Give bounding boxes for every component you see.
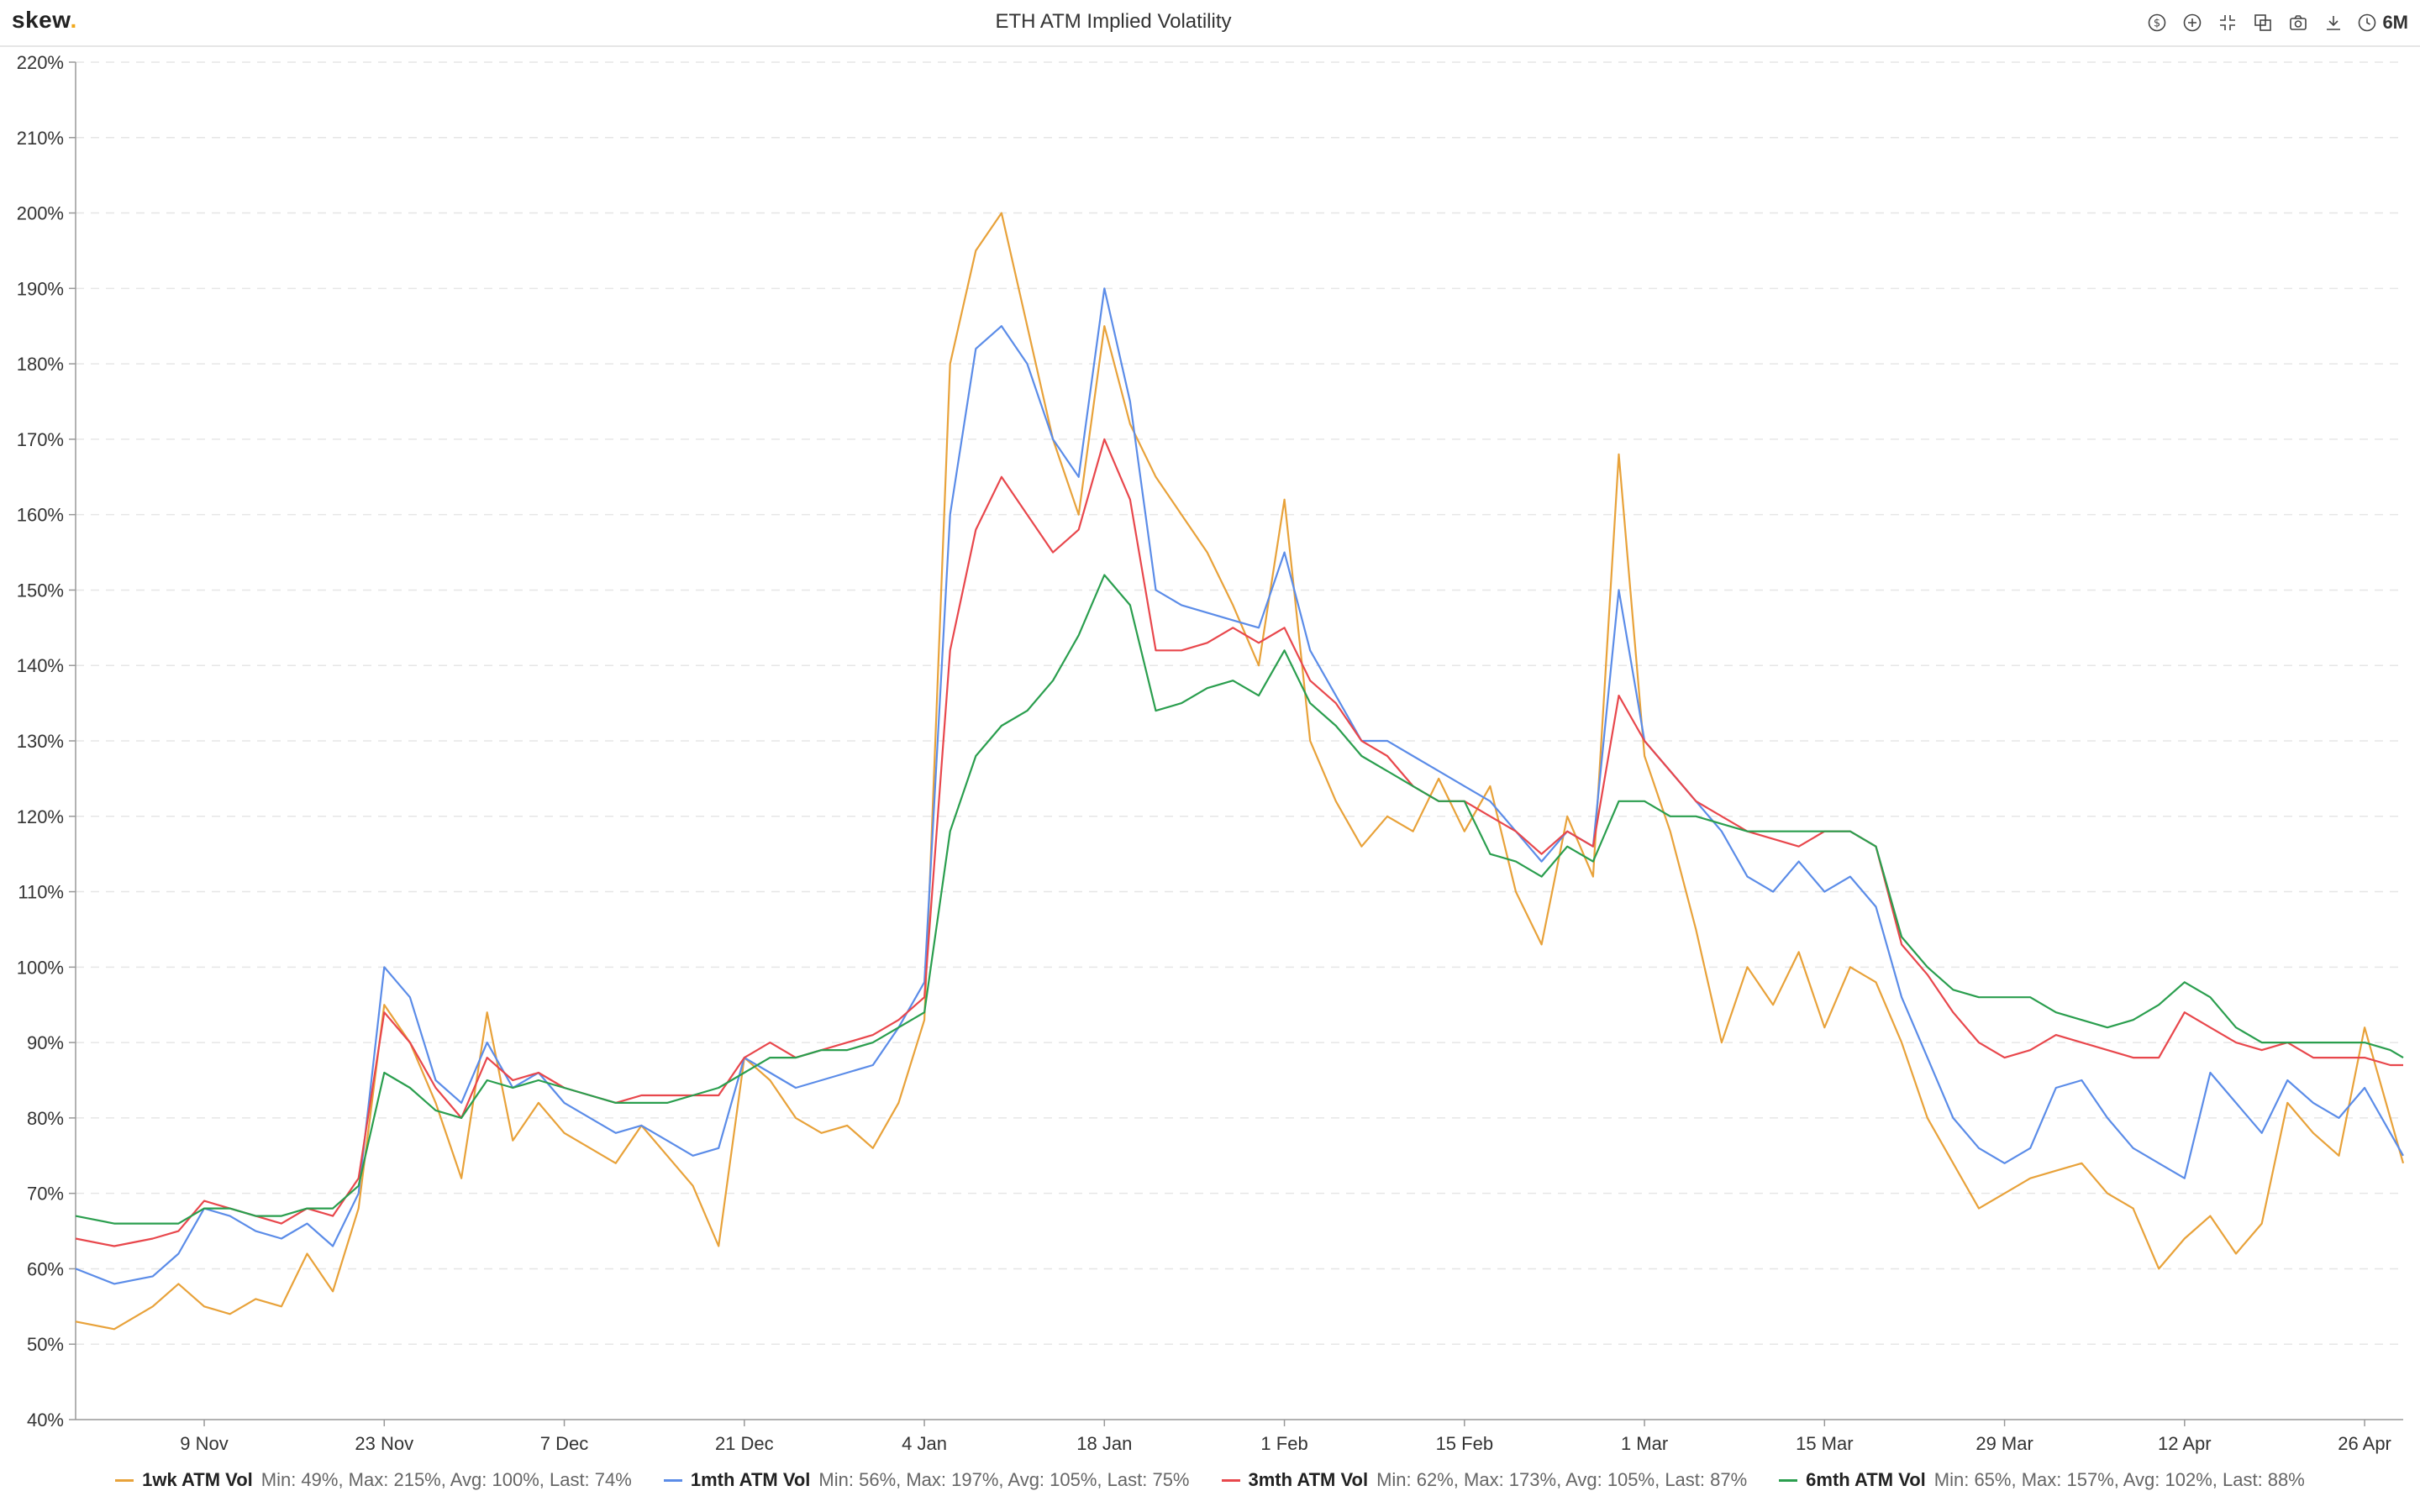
legend-swatch: [663, 1478, 682, 1482]
legend-name: 3mth ATM Vol: [1248, 1469, 1369, 1490]
collapse-icon: [2220, 15, 2236, 30]
dollar-button[interactable]: $: [2145, 11, 2169, 34]
y-tick-label: 170%: [17, 429, 64, 450]
toolbar: $ 6M: [2145, 8, 2408, 37]
x-tick-label: 29 Mar: [1975, 1433, 2033, 1454]
x-tick-label: 4 Jan: [902, 1433, 947, 1454]
collapse-button[interactable]: [2216, 11, 2239, 34]
period-selector[interactable]: 6M: [2357, 12, 2408, 34]
camera-icon: [2290, 15, 2307, 30]
download-icon: [2327, 16, 2341, 30]
y-tick-label: 40%: [27, 1410, 64, 1431]
grid: [76, 61, 2403, 1345]
legend: 1wk ATM Vol Min: 49%, Max: 215%, Avg: 100…: [0, 1462, 2420, 1499]
x-tick-label: 12 Apr: [2158, 1433, 2212, 1454]
copy-button[interactable]: [2251, 11, 2275, 34]
legend-name: 1mth ATM Vol: [690, 1469, 811, 1490]
clock-icon: [2359, 13, 2376, 32]
legend-stats: Min: 65%, Max: 157%, Avg: 102%, Last: 88…: [1933, 1469, 2305, 1490]
top-bar: skew. ETH ATM Implied Volatility $ 6M: [0, 0, 2420, 47]
series-line-1wk[interactable]: [75, 212, 2405, 1331]
logo-text: skew: [12, 7, 71, 33]
y-tick-label: 50%: [27, 1334, 64, 1355]
y-tick-label: 200%: [17, 203, 64, 224]
y-tick-label: 210%: [17, 128, 64, 149]
x-axis: 9 Nov 23 Nov 7 Dec 21 Dec 4 Jan 18 Jan 1 Feb 15…: [76, 1419, 2403, 1454]
legend-item-1wk[interactable]: 1wk ATM Vol Min: 49%, Max: 215%, Avg: 100…: [115, 1469, 632, 1491]
y-tick-label: 130%: [17, 731, 64, 752]
chart-title: ETH ATM Implied Volatility: [995, 10, 1232, 33]
legend-stats: Min: 62%, Max: 173%, Avg: 105%, Last: 87…: [1376, 1469, 1748, 1490]
y-tick-label: 140%: [17, 655, 64, 676]
copy-icon: [2254, 14, 2272, 31]
y-tick-label: 80%: [27, 1108, 64, 1129]
legend-name: 1wk ATM Vol: [142, 1469, 253, 1490]
x-tick-label: 18 Jan: [1076, 1433, 1132, 1454]
camera-button[interactable]: [2286, 11, 2310, 34]
x-tick-label: 23 Nov: [355, 1433, 413, 1454]
logo-dot: .: [70, 7, 77, 33]
add-icon: [2184, 13, 2202, 32]
series-lines: [75, 212, 2405, 1331]
y-axis: 40% 50% 60% 70% 80% 90% 100% 110% 120% 130% 140% 15…: [17, 52, 76, 1431]
y-tick-label: 150%: [17, 580, 64, 601]
chart-area: 40% 50% 60% 70% 80% 90% 100% 110% 120% 130% 140% 15…: [17, 52, 2405, 1454]
legend-name: 6mth ATM Vol: [1806, 1469, 1926, 1490]
y-tick-label: 90%: [27, 1032, 64, 1053]
x-tick-label: 26 Apr: [2338, 1433, 2391, 1454]
legend-swatch: [1779, 1478, 1798, 1482]
period-label: 6M: [2382, 12, 2408, 33]
series-line-6mth[interactable]: [75, 574, 2404, 1225]
x-tick-label: 7 Dec: [540, 1433, 588, 1454]
y-tick-label: 220%: [17, 52, 64, 73]
x-tick-label: 21 Dec: [715, 1433, 774, 1454]
add-button[interactable]: [2181, 11, 2204, 34]
x-tick-label: 9 Nov: [180, 1433, 228, 1454]
y-tick-label: 60%: [27, 1258, 64, 1279]
y-tick-label: 190%: [17, 278, 64, 299]
x-tick-label: 1 Mar: [1621, 1433, 1668, 1454]
legend-stats: Min: 56%, Max: 197%, Avg: 105%, Last: 75…: [818, 1469, 1190, 1490]
logo[interactable]: skew.: [12, 7, 77, 34]
x-tick-label: 15 Mar: [1796, 1433, 1853, 1454]
y-tick-label: 100%: [17, 957, 64, 978]
legend-swatch: [115, 1478, 134, 1482]
svg-text:$: $: [2154, 18, 2160, 30]
x-tick-label: 1 Feb: [1260, 1433, 1307, 1454]
y-tick-label: 160%: [17, 505, 64, 526]
series-line-3mth[interactable]: [75, 438, 2403, 1247]
y-tick-label: 70%: [27, 1184, 64, 1205]
dollar-icon: $: [2149, 13, 2166, 32]
legend-stats: Min: 49%, Max: 215%, Avg: 100%, Last: 74…: [260, 1469, 632, 1490]
legend-item-1mth[interactable]: 1mth ATM Vol Min: 56%, Max: 197%, Avg: 10…: [663, 1469, 1190, 1491]
legend-item-6mth[interactable]: 6mth ATM Vol Min: 65%, Max: 157%, Avg: 10…: [1779, 1469, 2305, 1491]
download-button[interactable]: [2322, 11, 2345, 34]
series-line-1mth[interactable]: [75, 287, 2404, 1285]
y-tick-label: 120%: [17, 806, 64, 827]
y-tick-label: 110%: [18, 882, 64, 903]
x-tick-label: 15 Feb: [1436, 1433, 1494, 1454]
legend-swatch: [1221, 1478, 1240, 1482]
y-tick-label: 180%: [17, 354, 64, 375]
legend-item-3mth[interactable]: 3mth ATM Vol Min: 62%, Max: 173%, Avg: 10…: [1221, 1469, 1748, 1491]
